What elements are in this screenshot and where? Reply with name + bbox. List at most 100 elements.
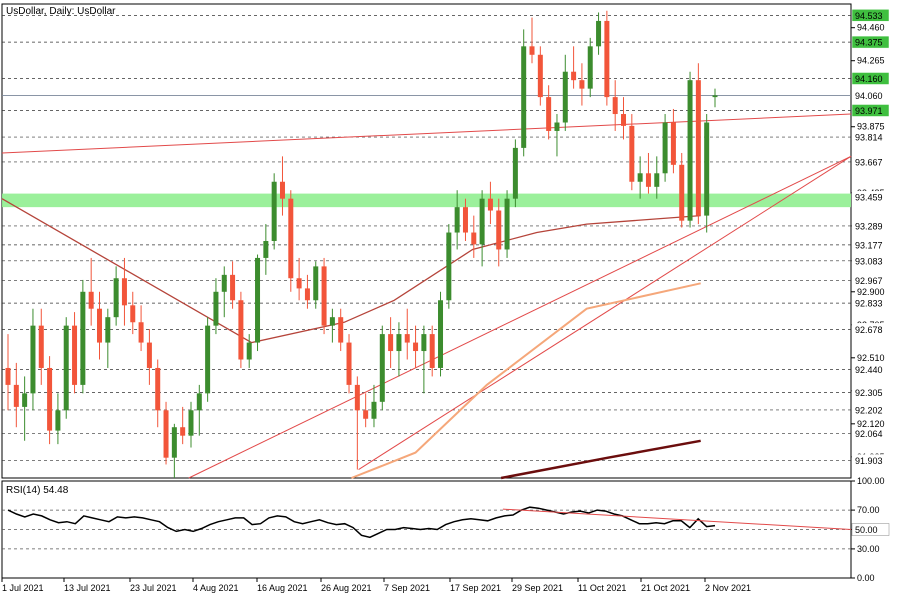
candle-body <box>404 334 410 343</box>
chart-title: UsDollar, Daily: UsDollar <box>6 6 116 17</box>
price-level-tag <box>851 274 890 287</box>
price-level-label: 93.459 <box>855 193 883 203</box>
price-level-tag <box>851 219 890 233</box>
candle-body <box>421 334 427 352</box>
candle-body <box>554 122 560 131</box>
price-level-tag <box>851 427 890 440</box>
price-level-tag <box>851 238 890 252</box>
candle-body <box>238 300 244 360</box>
candle-body <box>171 427 177 458</box>
candle-body <box>571 71 577 81</box>
price-level-label: 92.833 <box>855 299 883 309</box>
candle-body <box>429 334 435 368</box>
candle-body <box>679 164 685 221</box>
candle-body <box>612 97 618 115</box>
candle-body <box>313 266 319 301</box>
time-axis-label: 17 Sep 2021 <box>450 583 501 593</box>
candle-body <box>329 317 335 326</box>
candle-body <box>96 308 102 343</box>
candle-body <box>130 305 136 323</box>
candle-body <box>47 367 53 431</box>
candle-body <box>146 342 152 368</box>
candle-body <box>487 198 493 211</box>
candle-body <box>255 257 261 343</box>
price-axis-label: 92.120 <box>857 419 885 429</box>
price-level-tag <box>851 190 890 204</box>
price-level-label: 92.202 <box>855 405 883 415</box>
time-axis-label: 11 Oct 2021 <box>578 583 626 593</box>
rsi-level-tag <box>851 523 890 536</box>
moving-average-200 <box>500 439 701 480</box>
candle-body <box>695 80 701 216</box>
rsi-axis-label: 70.00 <box>857 505 880 515</box>
candle-body <box>629 125 635 182</box>
price-level-label: 92.064 <box>855 429 883 439</box>
price-level-label: 92.305 <box>855 388 883 398</box>
candle-body <box>63 325 69 411</box>
candle-body <box>546 97 552 131</box>
candle-body <box>55 410 61 431</box>
candle-body <box>662 122 668 174</box>
candle-body <box>645 173 651 187</box>
candle-body <box>379 334 385 402</box>
price-level-label: 91.903 <box>855 456 883 466</box>
candle-body <box>30 325 36 394</box>
candle-body <box>654 173 660 187</box>
candle-body <box>562 71 568 123</box>
price-level-tag <box>851 296 890 310</box>
candle-body <box>471 232 477 245</box>
price-level-tag <box>851 403 890 417</box>
price-level-tag <box>851 155 890 169</box>
candle-body <box>163 410 169 458</box>
price-level-label: 94.533 <box>855 11 883 21</box>
price-level-tag <box>851 254 890 268</box>
candle-body <box>72 325 78 385</box>
candle-body <box>371 401 377 419</box>
candle-body <box>80 291 86 385</box>
candle-body <box>438 300 444 368</box>
candle-body <box>604 20 610 98</box>
candle-body <box>13 384 19 407</box>
price-level-label: 94.160 <box>855 74 883 84</box>
candle-body <box>304 288 310 301</box>
candle-body <box>704 122 710 216</box>
price-level-label: 94.375 <box>855 38 883 48</box>
candle-body <box>687 80 693 221</box>
price-level-tag <box>851 35 890 49</box>
rsi-axis-label: 100.00 <box>857 476 885 486</box>
candle-body <box>279 181 285 199</box>
time-axis-label: 4 Aug 2021 <box>193 583 239 593</box>
candle-body <box>396 334 402 352</box>
trend-line <box>1 113 852 154</box>
candle-body <box>529 46 535 55</box>
candle-body <box>596 20 602 47</box>
candle-body <box>637 173 643 182</box>
time-axis-label: 1 Jul 2021 <box>2 583 44 593</box>
price-level-label: 93.814 <box>855 133 883 143</box>
candle-body <box>22 393 28 407</box>
price-level-tag <box>851 89 890 102</box>
candle-body <box>512 147 518 199</box>
candle-body <box>121 278 127 306</box>
candle-body <box>188 410 194 436</box>
candle-body <box>354 384 360 411</box>
candle-body <box>196 393 202 411</box>
rsi-title: RSI(14) 54.48 <box>6 485 69 496</box>
rsi-axis-label: 0.00 <box>857 573 875 583</box>
candle-body <box>296 278 302 289</box>
rsi-trend-line <box>502 508 852 530</box>
time-axis-label: 16 Aug 2021 <box>257 583 308 593</box>
price-axis-label: 93.875 <box>857 122 885 132</box>
moving-average-100 <box>351 282 701 479</box>
candle-body <box>105 317 111 343</box>
time-axis-label: 23 Jul 2021 <box>130 583 177 593</box>
candle-body <box>5 367 11 385</box>
candle-body <box>288 198 294 279</box>
candle-body <box>587 46 593 89</box>
main-plot-frame <box>1 3 852 479</box>
candle-body <box>462 207 468 233</box>
candle-body <box>271 181 277 241</box>
candle-body <box>454 207 460 233</box>
